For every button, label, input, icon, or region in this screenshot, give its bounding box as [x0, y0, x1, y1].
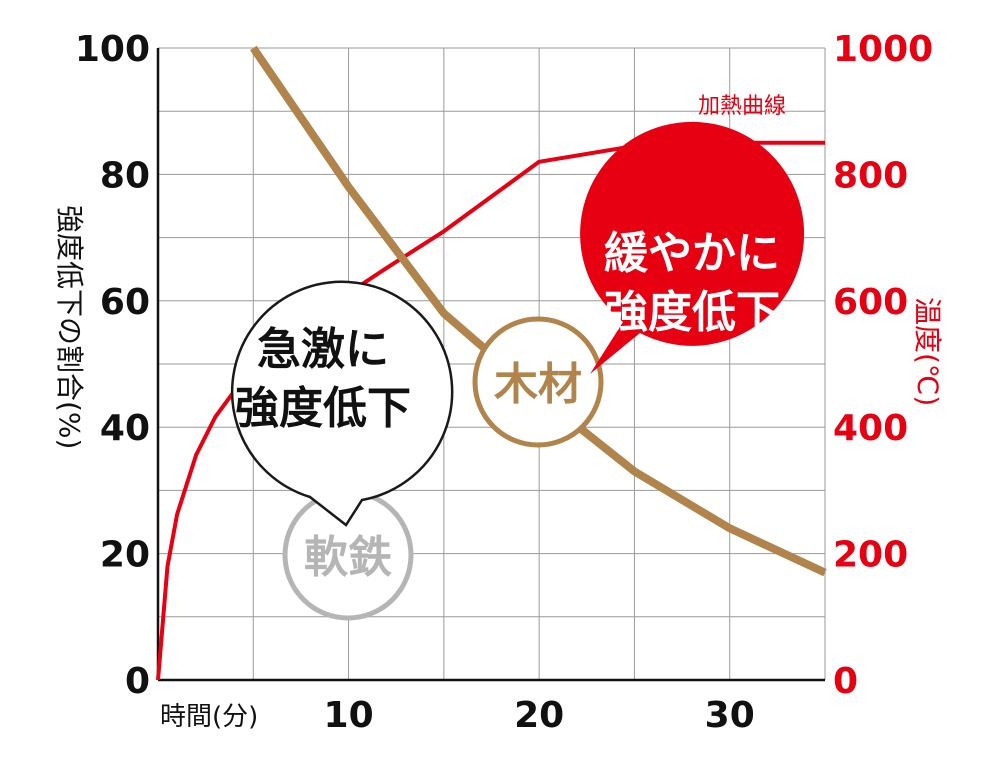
steep-line-2: 強度低下: [235, 383, 411, 434]
y-left-tick-label: 60: [100, 282, 150, 323]
wood-bubble: [472, 316, 604, 448]
x-tick-label: 20: [514, 695, 564, 736]
axes: [156, 48, 825, 682]
y-right-tick-label: 400: [833, 408, 908, 449]
gentle-line-1: 緩やかに: [604, 228, 780, 279]
gentle-bubble: [580, 121, 805, 375]
y-left-tick-label: 40: [100, 408, 150, 449]
iron-label: 軟鉄: [304, 532, 392, 583]
x-tick-label: 30: [705, 695, 755, 736]
wood-label: 木材: [494, 359, 582, 410]
y-left-tick-label: 20: [100, 535, 150, 576]
y-right-tick-label: 600: [833, 282, 908, 323]
axis-labels: 加熱曲線 時間(分) 強度低下の割合(%) 温度(℃): [53, 94, 944, 732]
y-right-tick-label: 1000: [833, 29, 933, 70]
x-tick-label: 10: [324, 695, 374, 736]
x-axis-label: 時間(分): [160, 702, 258, 732]
y-right-tick-label: 800: [833, 155, 908, 196]
y-left-tick-label: 0: [125, 661, 150, 702]
steep-line-1: 急激に: [257, 324, 389, 375]
gentle-line-2: 強度低下: [604, 287, 780, 338]
y-right-tick-label: 0: [833, 661, 858, 702]
y-left-tick-label: 100: [75, 29, 150, 70]
steep-bubble: [230, 280, 454, 527]
y-right-tick-label: 200: [833, 535, 908, 576]
annotations: 軟鉄 急激に 強度低下 木材 緩やかに 強度低下: [230, 121, 805, 621]
y-axis-right-label: 温度(℃): [911, 297, 944, 406]
y-axis-left-label: 強度低下の割合(%): [53, 205, 86, 449]
y-left-tick-label: 80: [100, 155, 150, 196]
heating-curve-label: 加熱曲線: [698, 94, 786, 119]
